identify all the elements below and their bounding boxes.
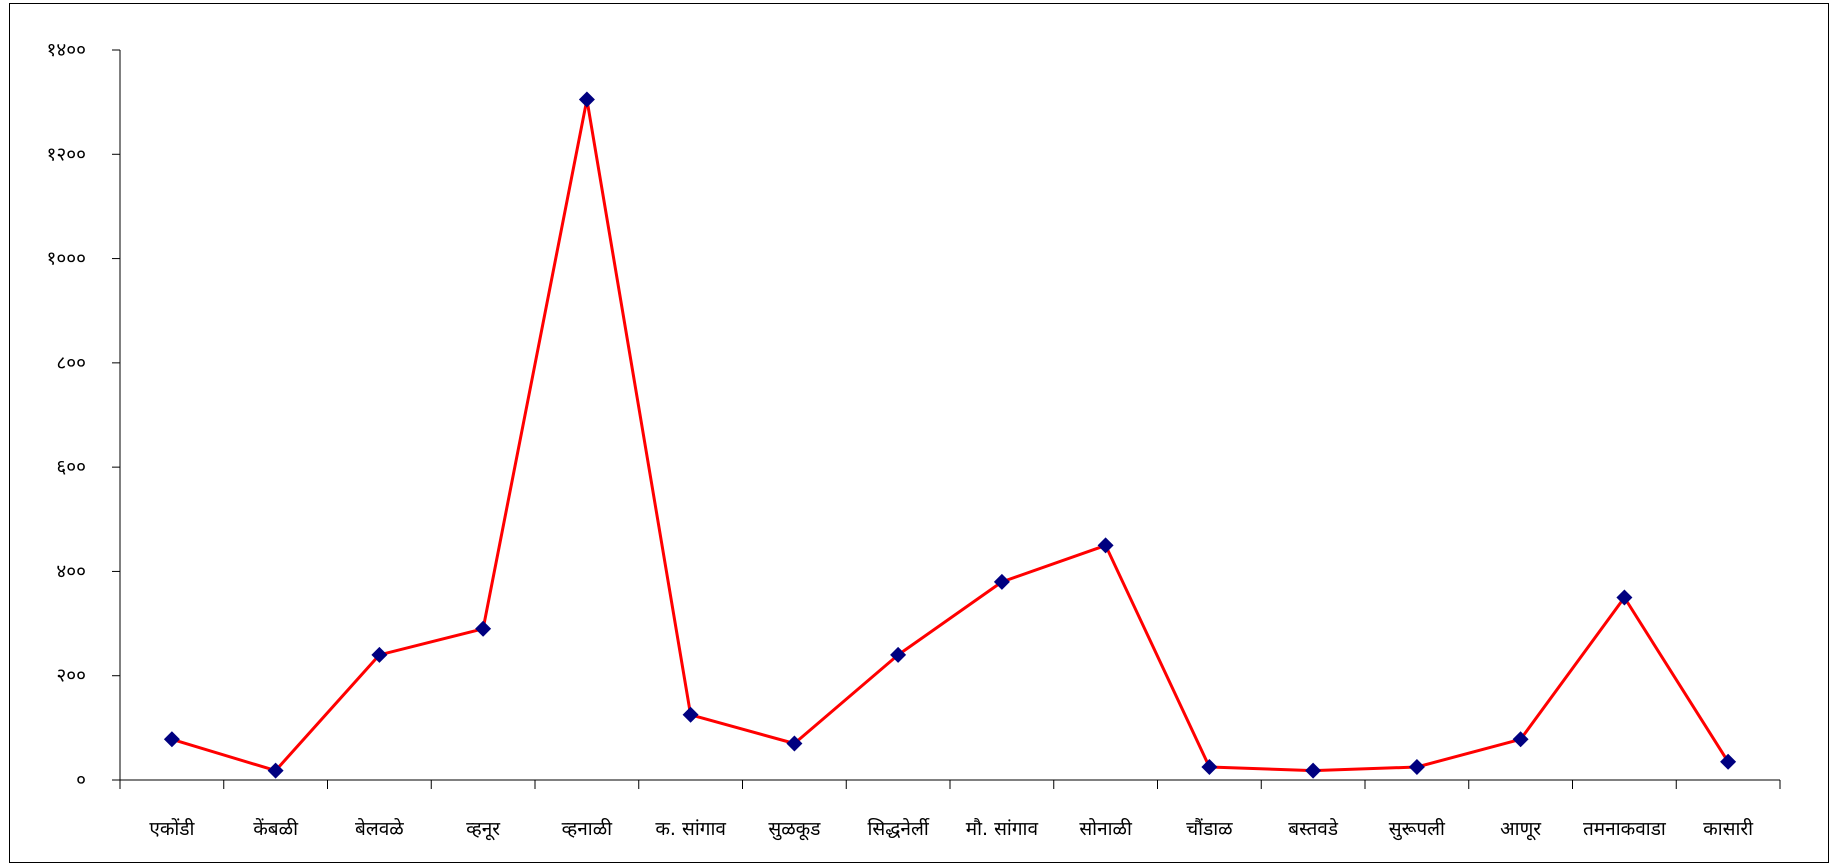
y-tick-label: ० [76,769,86,791]
x-tick-label: एकोंडी [149,817,195,840]
data-point-marker [682,706,699,723]
chart-axes [119,50,1780,781]
chart-frame [9,3,1829,863]
y-tick-label: १४०० [46,39,86,61]
x-tick-label: केंबळी [253,817,299,840]
series-markers [163,91,1737,779]
series-line [171,98,1730,773]
x-tick-label: बस्तवडे [1288,817,1339,840]
x-tick-label: सुरूपली [1389,817,1446,841]
data-point-marker [475,620,492,637]
data-point-marker [1512,731,1529,748]
data-point-marker [993,573,1010,590]
y-tick-label: ४०० [56,560,86,582]
y-tick-label: १२०० [46,143,86,165]
x-tick-label: सुळकूड [768,818,821,841]
data-point-marker [1720,753,1737,770]
x-tick-label: चौंडाळ [1186,817,1233,840]
series-lines [171,98,1730,773]
data-point-marker [371,646,388,663]
y-axis-ticks: ० २०० ४०० ६०० ८०० १००० १२०० १४०० [46,39,120,791]
x-tick-label: सोनाळी [1079,817,1133,840]
x-tick-label: तमनाकवाडा [1583,818,1667,840]
data-point-marker [786,735,803,752]
x-tick-label: आणूर [1500,818,1542,841]
x-tick-label: मौ. सांगाव [966,817,1039,840]
x-axis-ticks: एकोंडी केंबळी बेलवळे व्हनूर व्हनाळी क. सांगाव… [119,780,1781,841]
x-tick-label: क. सांगाव [655,818,726,840]
data-point-marker [1097,537,1114,554]
x-tick-label: व्हनूर [466,818,501,841]
data-point-marker [1616,589,1633,606]
x-tick-label: बेलवळे [355,817,404,840]
x-tick-label: कासारी [1703,817,1754,840]
data-point-marker [578,91,595,108]
data-point-marker [163,731,180,748]
data-point-marker [1408,759,1425,775]
data-point-marker [267,762,284,779]
data-point-marker [1305,762,1322,779]
x-tick-label: सिद्धनेर्ली [867,817,929,840]
y-tick-label: ६०० [56,456,86,478]
data-point-marker [1201,759,1218,775]
data-point-marker [890,646,907,663]
y-tick-label: १००० [46,248,86,270]
y-tick-label: २०० [56,665,86,687]
y-tick-label: ८०० [56,352,86,374]
x-tick-label: व्हनाळी [562,817,613,840]
